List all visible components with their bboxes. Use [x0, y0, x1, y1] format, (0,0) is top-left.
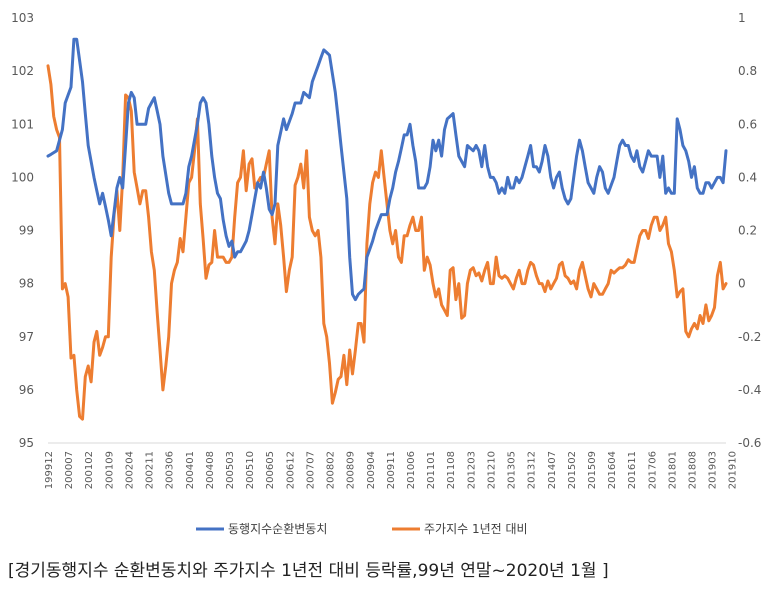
x-tick-label: 200109: [104, 451, 115, 489]
y-right-tick-label: -0.2: [738, 330, 761, 344]
y-right-tick-label: 0: [738, 277, 746, 291]
x-tick-label: 200401: [185, 451, 196, 489]
x-tick-label: 200007: [64, 451, 75, 489]
y-right-tick-label: 0.6: [738, 117, 757, 131]
x-tick-label: 201808: [688, 451, 699, 489]
x-tick-label: 201910: [728, 451, 739, 489]
x-tick-label: 200802: [326, 451, 337, 489]
x-tick-label: 201101: [426, 451, 437, 489]
x-tick-label: 200408: [205, 451, 216, 489]
y-left-tick-label: 97: [19, 330, 34, 344]
x-tick-label: 200612: [285, 451, 296, 489]
y-left-tick-label: 96: [19, 383, 34, 397]
x-tick-label: 201006: [406, 451, 417, 489]
x-tick-label: 200102: [84, 451, 95, 489]
y-right-tick-label: 1: [738, 11, 746, 25]
y-right-tick-label: 0.4: [738, 170, 757, 184]
x-tick-label: 199912: [44, 451, 55, 489]
x-tick-label: 201407: [547, 451, 558, 489]
y-left-tick-label: 103: [11, 11, 34, 25]
y-left-tick-label: 99: [19, 224, 34, 238]
x-tick-label: 200503: [225, 451, 236, 489]
x-tick-label: 201903: [708, 451, 719, 489]
x-tick-label: 200707: [305, 451, 316, 489]
x-tick-label: 201312: [527, 451, 538, 489]
x-tick-label: 201706: [647, 451, 658, 489]
x-tick-label: 200510: [245, 451, 256, 489]
legend: 동행지수순환변동치 주가지수 1년전 대비: [196, 521, 528, 536]
y-left-tick-label: 95: [19, 436, 34, 450]
y-left-tick-label: 98: [19, 277, 34, 291]
x-tick-label: 200809: [346, 451, 357, 489]
x-tick-label: 201502: [567, 451, 578, 489]
y-left-tick-label: 102: [11, 64, 34, 78]
x-tick-label: 200605: [265, 451, 276, 489]
series-lines: [46, 37, 728, 421]
x-tick-label: 200904: [366, 451, 377, 489]
x-tick-label: 201203: [466, 451, 477, 489]
series-line-2: [46, 64, 728, 421]
x-tick-label: 200204: [124, 451, 135, 489]
x-tick-label: 201210: [486, 451, 497, 489]
x-tick-label: 201108: [446, 451, 457, 489]
y-left-tick-label: 101: [11, 117, 34, 131]
figure-caption: [경기동행지수 순환변동치와 주가지수 1년전 대비 등락률,99년 연말~20…: [8, 561, 609, 581]
x-tick-label: 201509: [587, 451, 598, 489]
legend-label-series1: 동행지수순환변동치: [228, 521, 327, 536]
x-tick-label: 201305: [507, 451, 518, 489]
y-right-tick-label: -0.4: [738, 383, 761, 397]
x-tick-label: 201604: [607, 451, 618, 489]
axes-group: 95 96 97 98 99 100 101 102 103 -0.6 -0.4 -0.2 0 0.2 0.…: [11, 11, 761, 489]
x-tick-label: 200306: [165, 451, 176, 489]
series-line-1: [46, 37, 728, 302]
x-tick-label: 200211: [145, 451, 156, 489]
x-tick-label: 201801: [667, 451, 678, 489]
y-right-tick-label: -0.6: [738, 436, 761, 450]
x-tick-label: 201611: [627, 451, 638, 489]
combo-line-chart: 95 96 97 98 99 100 101 102 103 -0.6 -0.4 -0.2 0 0.2 0.…: [11, 11, 761, 536]
y-right-tick-label: 0.2: [738, 224, 757, 238]
y-right-tick-label: 0.8: [738, 64, 757, 78]
legend-label-series2: 주가지수 1년전 대비: [424, 522, 528, 536]
y-left-tick-label: 100: [11, 170, 34, 184]
x-tick-label: 200911: [386, 451, 397, 489]
